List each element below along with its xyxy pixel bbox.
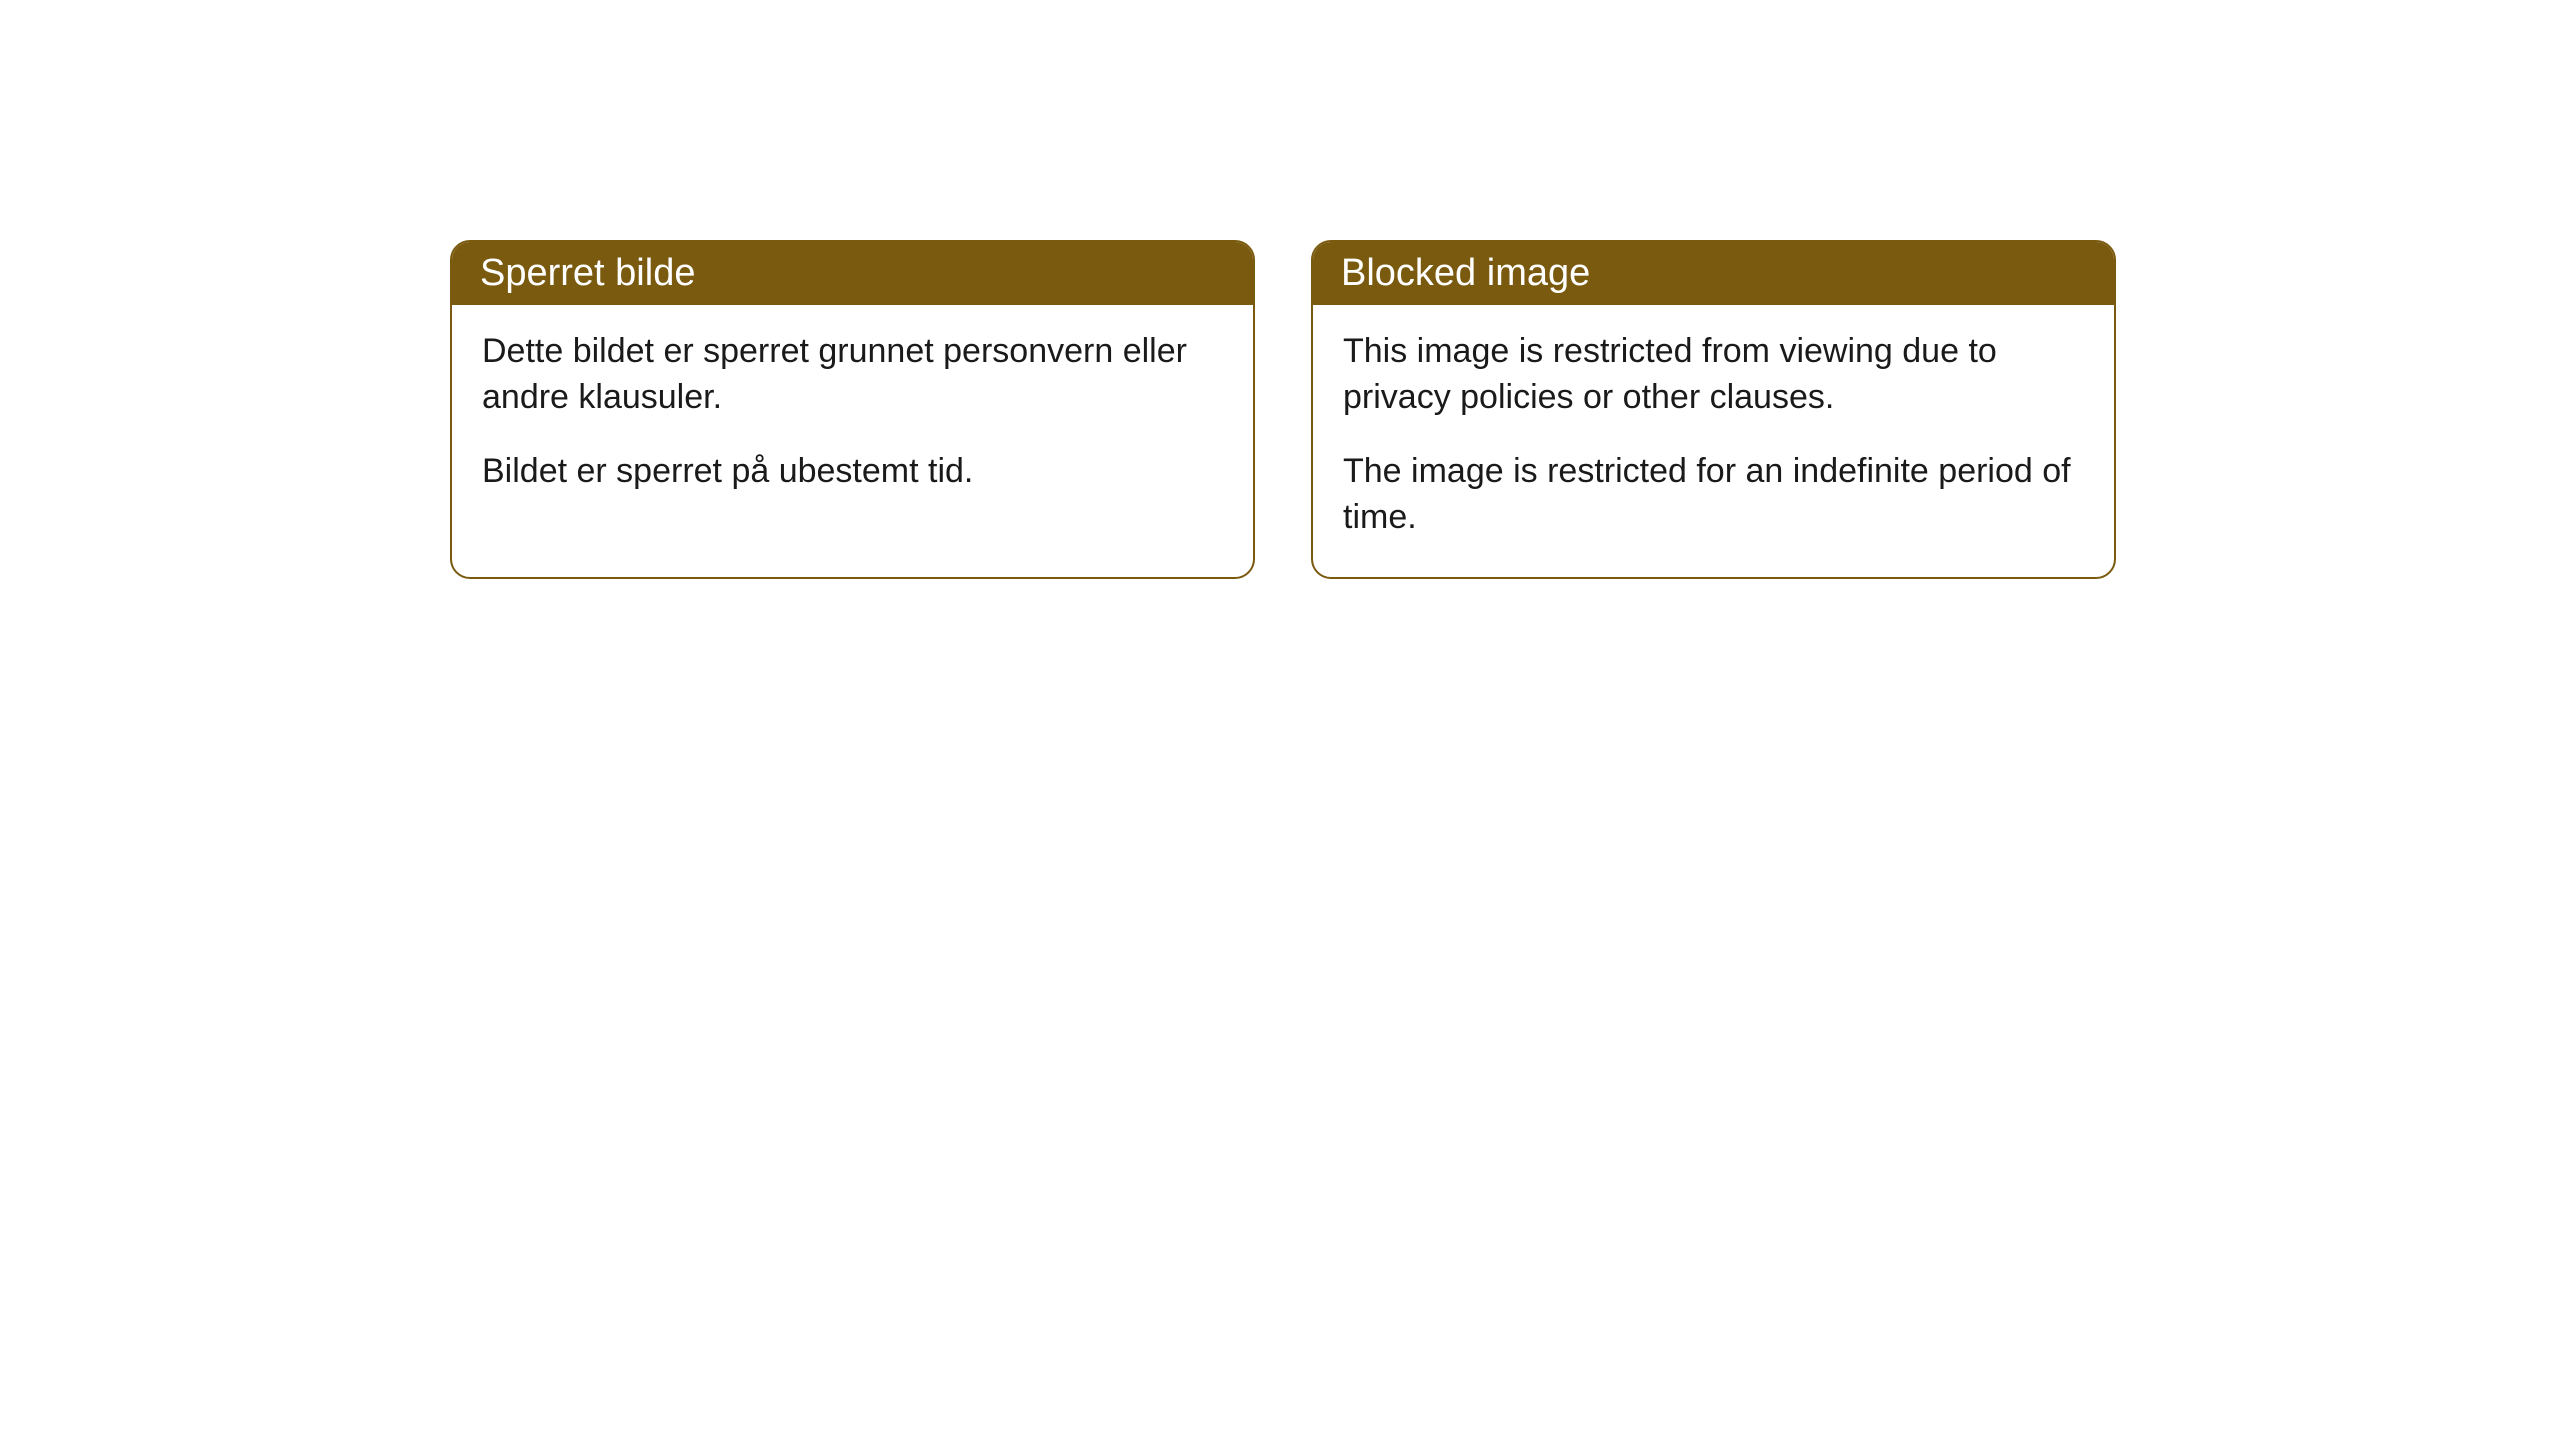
card-title-norwegian: Sperret bilde [452, 242, 1253, 305]
card-paragraph: Dette bildet er sperret grunnet personve… [482, 329, 1223, 421]
blocked-image-card-norwegian: Sperret bilde Dette bildet er sperret gr… [450, 240, 1255, 579]
card-body-norwegian: Dette bildet er sperret grunnet personve… [452, 305, 1253, 531]
card-paragraph: Bildet er sperret på ubestemt tid. [482, 449, 1223, 495]
card-paragraph: This image is restricted from viewing du… [1343, 329, 2084, 421]
blocked-image-card-english: Blocked image This image is restricted f… [1311, 240, 2116, 579]
notice-cards-container: Sperret bilde Dette bildet er sperret gr… [450, 240, 2116, 579]
card-paragraph: The image is restricted for an indefinit… [1343, 449, 2084, 541]
card-title-english: Blocked image [1313, 242, 2114, 305]
card-body-english: This image is restricted from viewing du… [1313, 305, 2114, 577]
